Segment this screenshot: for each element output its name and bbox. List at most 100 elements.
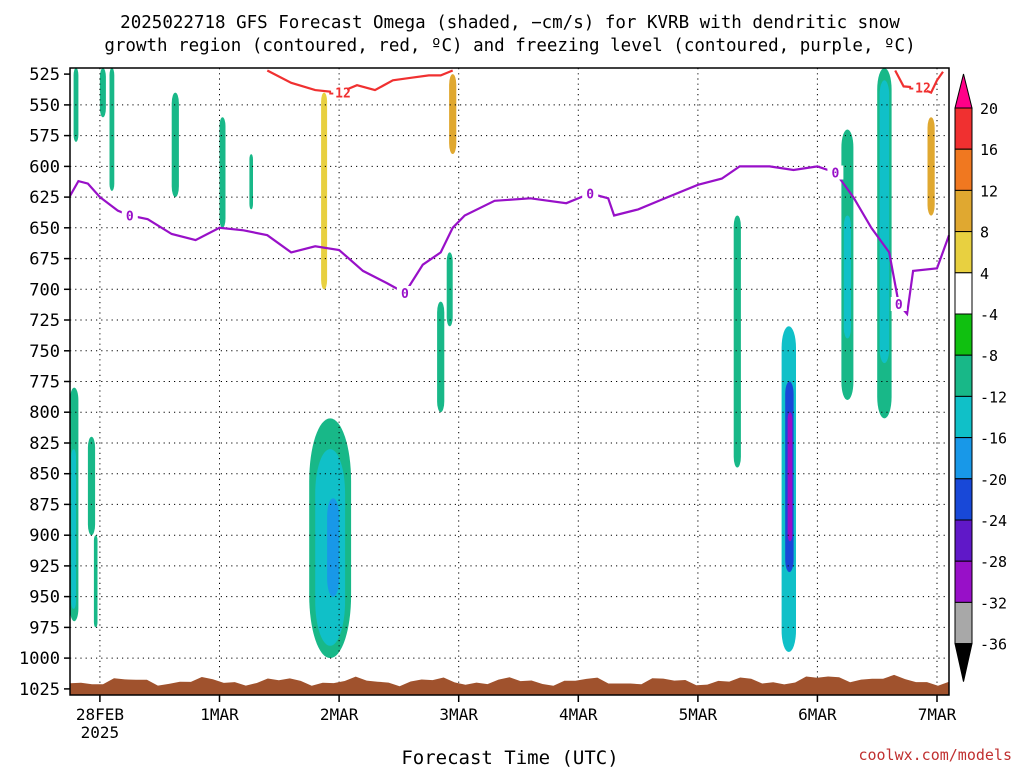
terrain-shape	[70, 674, 949, 695]
y-tick-label-550: 550	[29, 96, 60, 116]
temperature-contours: 0 0 0 0 0 -12 -12	[69, 69, 951, 317]
contour-label-bg-0-3	[827, 165, 844, 180]
omega-region-19	[95, 277, 98, 388]
colorbar-top-arrow	[954, 73, 973, 109]
omega-region-4	[219, 117, 226, 228]
x-tick-label-3MAR: 3MAR	[439, 705, 478, 724]
dotted-grid	[70, 68, 949, 695]
y-tick-label-950: 950	[29, 588, 60, 608]
y-tick-label-900: 900	[29, 526, 60, 546]
terrain-fill	[70, 674, 949, 695]
omega-region-5	[249, 154, 253, 210]
y-tick-label-850: 850	[29, 465, 60, 485]
omega-region-23	[584, 129, 593, 198]
colorbar-label-16: 16	[980, 141, 998, 159]
omega-region-12	[327, 498, 340, 597]
credit-text: coolwx.com/models	[858, 746, 1012, 764]
x-year-label: 2025	[81, 723, 120, 742]
colorbar-swatch-6	[954, 313, 973, 356]
omega-region-22	[440, 504, 445, 622]
contour-label-0-1: 0	[401, 287, 409, 302]
contour-label-2-0: -12	[907, 82, 930, 97]
omega-region-2	[109, 68, 115, 191]
omega-region-3	[171, 92, 179, 198]
colorbar-swatch-3	[954, 189, 973, 233]
omega-region-27	[733, 215, 741, 468]
contour-label-bg-0-2	[582, 186, 599, 201]
omega-shading	[70, 68, 949, 659]
y-tick-label-700: 700	[29, 280, 60, 300]
y-tick-label-525: 525	[29, 65, 60, 85]
contour-label-0-2: 0	[586, 187, 594, 202]
contour-label-bg-0-0	[121, 208, 138, 223]
omega-region-38	[883, 510, 896, 622]
omega-region-9	[93, 535, 98, 628]
colorbar-label--8: -8	[980, 347, 998, 365]
contour-label-bg-0-4	[890, 297, 907, 311]
colorbar-label--32: -32	[980, 594, 1007, 612]
y-tick-label-625: 625	[29, 188, 60, 208]
x-tick-label-2MAR: 2MAR	[320, 705, 359, 724]
colorbar-swatch-11	[954, 519, 973, 562]
omega-region-7	[71, 449, 76, 609]
omega-region-14	[321, 92, 328, 290]
colorbar-label--28: -28	[980, 553, 1007, 571]
y-tick-label-800: 800	[29, 403, 60, 423]
omega-colorbar: 20 16 12 8 4 -4 -8 -12 -16 -20 -24 -28 -32 -36	[954, 73, 1007, 682]
x-tick-label-28FEB: 28FEB	[76, 705, 124, 724]
x-axis-ticks: 28FEB 1MAR 2MAR 3MAR 4MAR 5MAR 6MAR 7MAR 2025	[76, 695, 957, 742]
colorbar-swatch-7	[954, 354, 973, 397]
omega-region-34	[843, 215, 851, 339]
omega-region-24	[662, 154, 674, 376]
omega-region-21	[416, 344, 423, 474]
omega-region-8	[87, 436, 96, 536]
y-tick-label-575: 575	[29, 127, 60, 147]
colorbar-label--16: -16	[980, 430, 1007, 448]
colorbar-swatch-4	[954, 231, 973, 274]
y-tick-label-750: 750	[29, 342, 60, 362]
colorbar-swatch-12	[954, 560, 973, 603]
contour-label-0-3: 0	[831, 167, 839, 182]
contour-label-0-4: 0	[895, 298, 903, 313]
colorbar-label--4: -4	[980, 306, 998, 324]
colorbar-label--12: -12	[980, 388, 1007, 406]
y-tick-label-925: 925	[29, 557, 60, 577]
colorbar-label-20: 20	[980, 100, 998, 118]
colorbar-label-12: 12	[980, 182, 998, 200]
colorbar-label-4: 4	[980, 265, 989, 283]
omega-region-15	[437, 301, 445, 413]
y-tick-label-775: 775	[29, 373, 60, 393]
y-tick-label-875: 875	[29, 495, 60, 515]
omega-region-42	[811, 412, 824, 597]
omega-region-26	[715, 68, 728, 413]
colorbar-label--20: -20	[980, 471, 1007, 489]
colorbar-swatch-10	[954, 478, 973, 521]
omega-region-25	[685, 68, 698, 290]
x-axis-label: Forecast Time (UTC)	[401, 747, 618, 768]
colorbar-swatch-8	[954, 395, 973, 439]
contour-1	[266, 69, 454, 94]
contour-0	[69, 165, 951, 317]
chart-title-line-1: 2025022718 GFS Forecast Omega (shaded, −…	[120, 13, 900, 33]
x-tick-label-5MAR: 5MAR	[679, 705, 718, 724]
contour-label-1-0: -12	[327, 87, 350, 102]
omega-region-37	[879, 80, 890, 364]
y-tick-label-650: 650	[29, 219, 60, 239]
x-tick-label-6MAR: 6MAR	[798, 705, 837, 724]
x-tick-label-7MAR: 7MAR	[918, 705, 957, 724]
omega-region-18	[449, 74, 457, 154]
colorbar-bottom-arrow	[954, 643, 973, 682]
colorbar-swatch-9	[954, 437, 973, 480]
y-tick-label-725: 725	[29, 311, 60, 331]
colorbar-label-8: 8	[980, 224, 989, 242]
contour-label-bg-0-1	[396, 286, 413, 300]
omega-region-41	[925, 565, 932, 597]
chart-title-line-2: growth region (contoured, red, ºC) and f…	[104, 36, 915, 56]
y-axis-ticks: 525 550 575 600 625 650 675 700 725 750 775 800 825 8…	[19, 65, 70, 700]
colorbar-swatch-13	[954, 601, 973, 645]
contour-label-0-0: 0	[126, 210, 134, 225]
colorbar-swatch-1	[954, 107, 973, 150]
y-tick-label-1000: 1000	[19, 649, 60, 669]
y-tick-label-675: 675	[29, 250, 60, 270]
